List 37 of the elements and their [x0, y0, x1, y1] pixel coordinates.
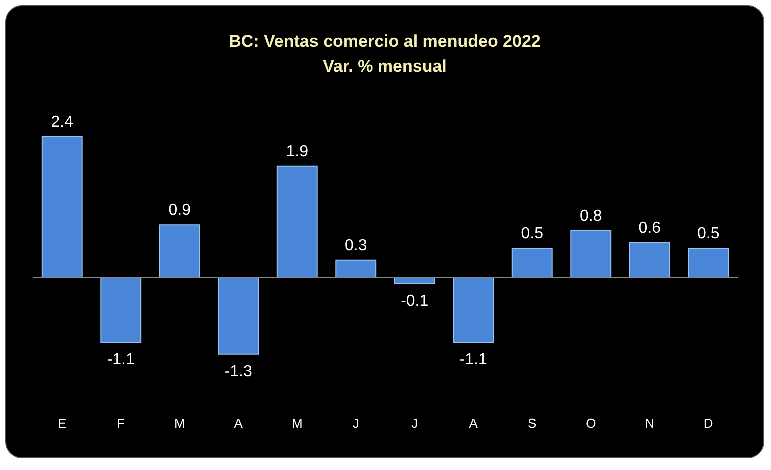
data-label: -0.1 — [401, 292, 429, 310]
data-label: 0.8 — [580, 208, 602, 225]
bar — [100, 278, 142, 344]
bar — [570, 230, 612, 278]
x-tick-label: A — [234, 416, 244, 431]
data-label: 2.4 — [51, 114, 74, 131]
data-label: 0.9 — [168, 202, 192, 220]
x-tick-label: D — [704, 416, 714, 431]
x-tick-label: M — [174, 416, 186, 431]
x-tick-label: F — [117, 416, 126, 431]
data-label: -1.1 — [460, 352, 488, 369]
data-label: 0.5 — [698, 226, 720, 243]
bar — [159, 224, 200, 278]
x-tick-label: J — [412, 416, 418, 431]
data-label: 0.6 — [638, 220, 662, 237]
x-tick-label: E — [58, 416, 68, 431]
bar — [42, 136, 83, 278]
data-label: 1.9 — [286, 143, 309, 160]
data-label: -1.3 — [224, 363, 253, 380]
x-tick-label: J — [352, 416, 360, 431]
x-tick-label: M — [292, 416, 303, 431]
bar — [218, 278, 260, 355]
bar — [276, 166, 318, 278]
bar — [453, 278, 494, 344]
bar — [512, 248, 553, 278]
x-tick-label: N — [645, 416, 655, 431]
bar — [688, 248, 730, 278]
chart-subtitle: Var. % mensual — [323, 57, 447, 76]
bar — [629, 242, 670, 278]
x-tick-label: S — [528, 416, 538, 431]
x-tick-label: A — [469, 416, 478, 431]
data-label: -1.1 — [107, 352, 136, 369]
data-label: 0.3 — [345, 237, 368, 254]
x-tick-label: O — [586, 416, 596, 431]
data-label: 0.5 — [521, 226, 544, 243]
chart-title: BC: Ventas comercio al menudeo 2022 — [229, 32, 541, 51]
bar — [336, 260, 377, 278]
